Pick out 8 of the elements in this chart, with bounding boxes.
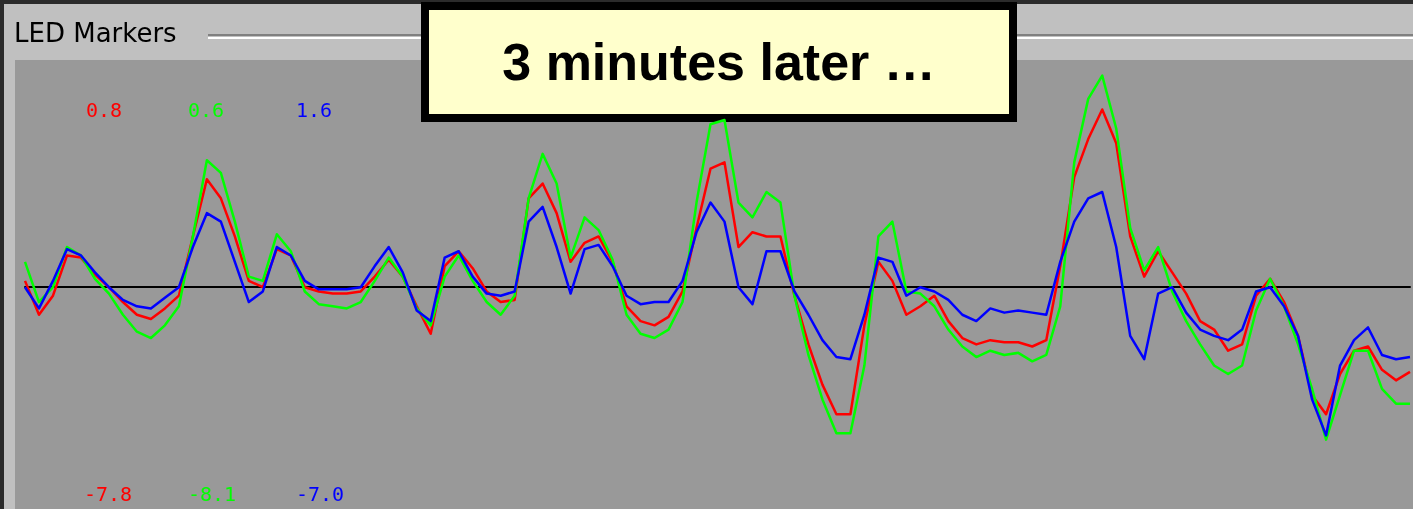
text: -7.8 [84,482,133,506]
annotation: 0.6 [188,98,225,122]
annotation: 3 minutes later … [502,33,936,91]
chart-title: LED Markers [14,18,177,48]
annotation: 1.6 [296,98,333,122]
text: -8.1 [188,482,237,506]
annotation: 0.8 [86,98,123,122]
text: -7.0 [296,482,345,506]
